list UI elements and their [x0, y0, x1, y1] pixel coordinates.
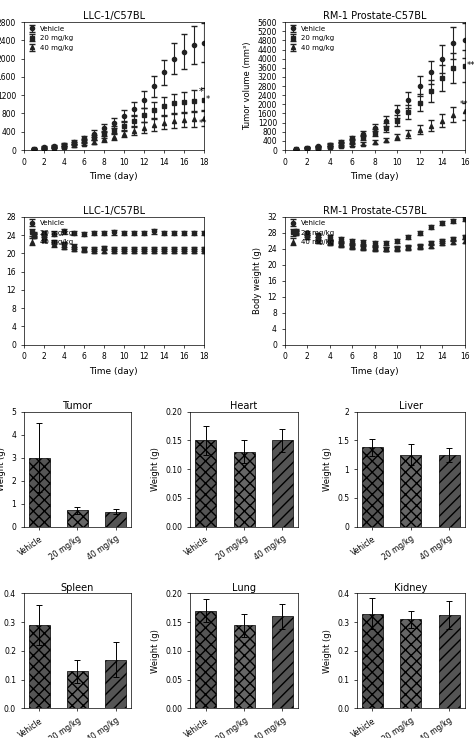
Legend: Vehicle, 20 mg/kg, 40 mg/kg: Vehicle, 20 mg/kg, 40 mg/kg [27, 221, 73, 245]
Y-axis label: Body weight (g): Body weight (g) [0, 247, 1, 314]
Bar [28, 625, 50, 708]
Title: Liver: Liver [399, 401, 423, 411]
X-axis label: Time (day): Time (day) [350, 367, 399, 376]
Text: *: * [205, 95, 210, 104]
Bar [28, 458, 50, 527]
Legend: Vehicle, 20 mg/kg, 40 mg/kg: Vehicle, 20 mg/kg, 40 mg/kg [288, 221, 334, 245]
Title: Heart: Heart [230, 401, 258, 411]
Bar [438, 615, 460, 708]
X-axis label: Time (day): Time (day) [90, 172, 138, 182]
Title: LLC-1/C57BL: LLC-1/C57BL [82, 206, 145, 216]
X-axis label: Time (day): Time (day) [350, 172, 399, 182]
Bar [362, 613, 383, 708]
Bar [362, 447, 383, 527]
Y-axis label: Weight (g): Weight (g) [151, 629, 160, 673]
Y-axis label: Body weight (g): Body weight (g) [253, 247, 262, 314]
Bar [438, 455, 460, 527]
Bar [195, 441, 216, 527]
Title: Lung: Lung [232, 582, 256, 593]
Bar [400, 619, 421, 708]
Bar [234, 625, 255, 708]
Title: RM-1 Prostate-C57BL: RM-1 Prostate-C57BL [323, 206, 426, 216]
Title: Kidney: Kidney [394, 582, 428, 593]
Bar [400, 455, 421, 527]
Y-axis label: Weight (g): Weight (g) [323, 447, 332, 491]
Legend: Vehicle, 20 mg/kg, 40 mg/kg: Vehicle, 20 mg/kg, 40 mg/kg [288, 26, 334, 51]
Bar [67, 671, 88, 708]
Text: **: ** [199, 120, 207, 128]
Bar [105, 660, 127, 708]
X-axis label: Time (day): Time (day) [90, 367, 138, 376]
Bar [67, 511, 88, 527]
Legend: Vehicle, 20 mg/kg, 40 mg/kg: Vehicle, 20 mg/kg, 40 mg/kg [27, 26, 73, 51]
Y-axis label: Tumor volume (mm³): Tumor volume (mm³) [243, 42, 252, 131]
Title: Tumor: Tumor [63, 401, 92, 411]
Bar [272, 441, 293, 527]
Text: *: * [199, 88, 203, 97]
Text: **: ** [460, 100, 468, 109]
Bar [105, 511, 127, 527]
Text: **: ** [466, 61, 474, 70]
Title: Spleen: Spleen [61, 582, 94, 593]
Bar [234, 452, 255, 527]
Y-axis label: Weight (g): Weight (g) [0, 447, 6, 491]
Bar [195, 610, 216, 708]
Bar [272, 616, 293, 708]
Title: LLC-1/C57BL: LLC-1/C57BL [82, 11, 145, 21]
Y-axis label: Weight (g): Weight (g) [151, 447, 160, 491]
Y-axis label: Weight (g): Weight (g) [323, 629, 332, 673]
Title: RM-1 Prostate-C57BL: RM-1 Prostate-C57BL [323, 11, 426, 21]
